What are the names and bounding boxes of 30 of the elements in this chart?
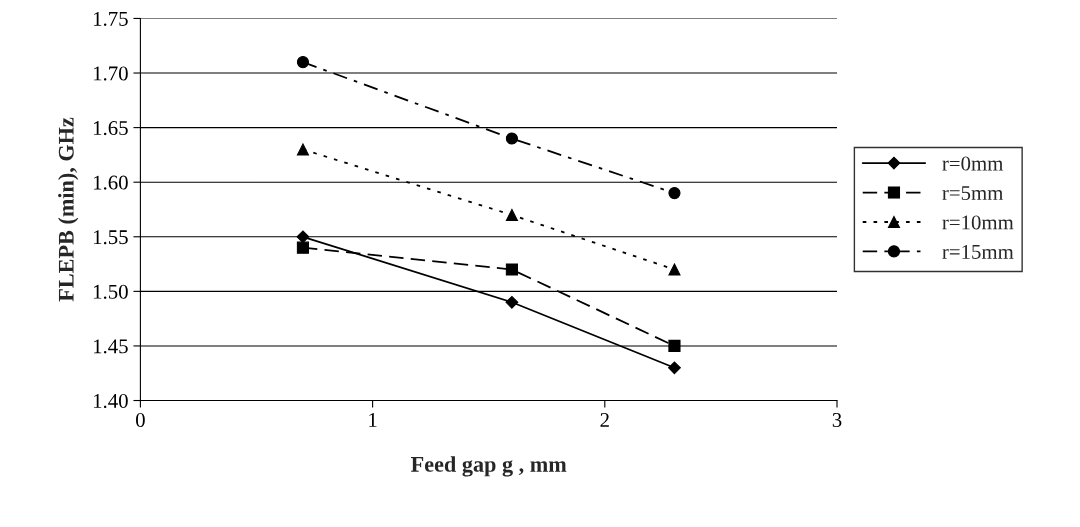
point	[296, 241, 310, 254]
legend-label: r=10mm	[942, 215, 1014, 230]
y-tick-label: 1.65	[93, 121, 128, 136]
x-axis-title: Feed gap g , mm	[411, 456, 567, 477]
y-tick-label: 1.45	[93, 339, 128, 354]
y-tick-label: 1.70	[93, 66, 128, 81]
y-tick-label: 1.55	[93, 230, 128, 245]
point	[668, 263, 681, 276]
point	[505, 208, 518, 222]
point	[668, 361, 681, 375]
point	[296, 230, 310, 244]
point	[296, 143, 310, 156]
y-axis-title: FLEPB (min), GHz	[58, 117, 79, 302]
point	[296, 56, 310, 69]
point	[505, 295, 519, 309]
y-tick-label: 1.60	[93, 175, 128, 190]
point	[505, 263, 518, 276]
y-tick-label: 1.75	[93, 11, 128, 26]
point	[505, 132, 518, 145]
y-tick-label: 1.50	[93, 284, 128, 299]
x-tick-label: 0	[135, 412, 145, 427]
point	[668, 339, 681, 353]
x-tick-label: 3	[832, 412, 842, 427]
x-tick-label: 2	[600, 412, 609, 427]
legend-label: r=0mm	[942, 156, 1004, 171]
point	[668, 187, 681, 200]
x-tick-label: 1	[369, 413, 377, 427]
legend-label: r=5mm	[942, 186, 1004, 201]
legend-label: r=15mm	[942, 244, 1014, 259]
y-tick-label: 1.40	[93, 393, 128, 409]
